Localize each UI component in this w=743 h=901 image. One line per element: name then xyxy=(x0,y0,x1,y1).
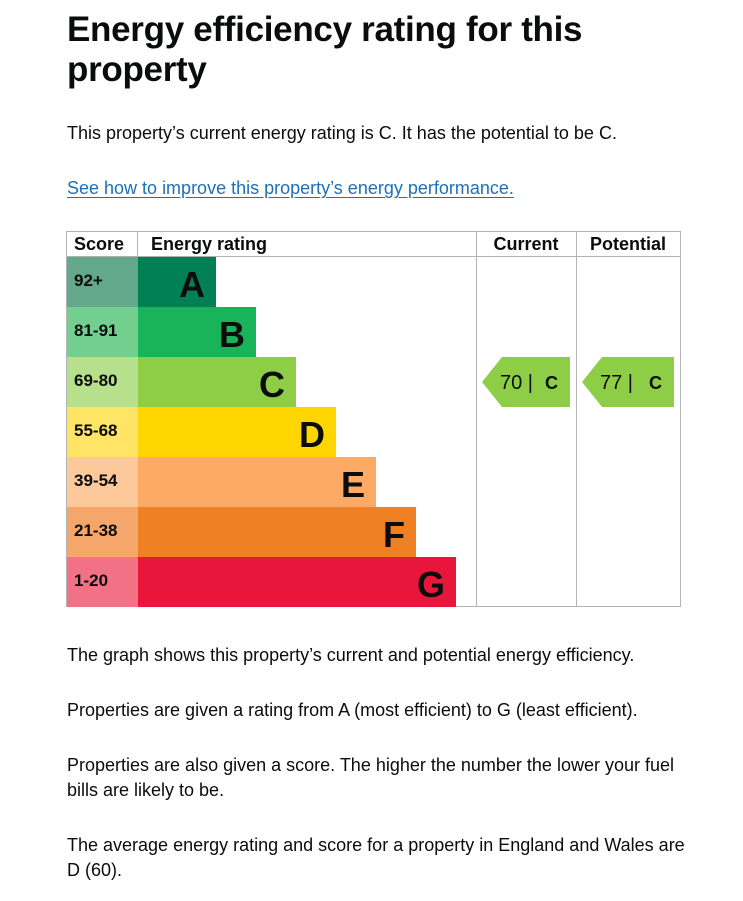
band-bar-g xyxy=(138,557,456,607)
current-rating-summary: This property’s current energy rating is… xyxy=(67,123,617,143)
current-band-letter: C xyxy=(545,373,558,393)
note-graph-explanation: The graph shows this property’s current … xyxy=(67,645,635,665)
band-bar-a xyxy=(138,257,216,307)
band-bar-b xyxy=(138,307,256,357)
score-label-d: 55-68 xyxy=(74,421,117,440)
header-score: Score xyxy=(74,234,124,254)
score-label-e: 39-54 xyxy=(74,471,118,490)
band-bar-d xyxy=(138,407,336,457)
current-score-label: 70 | xyxy=(500,372,533,394)
score-cell-b xyxy=(67,307,138,357)
score-cell-a xyxy=(67,257,138,307)
header-current: Current xyxy=(493,234,558,254)
score-cell-c xyxy=(67,357,138,407)
header-energy-rating: Energy rating xyxy=(151,234,267,254)
energy-rating-chart: Score Energy rating Current Potential 92+ A 81… xyxy=(66,231,681,607)
potential-rating-arrow xyxy=(582,357,674,407)
note-average-rating: The average energy rating and score for … xyxy=(67,835,685,880)
band-letter-e: E xyxy=(341,464,365,505)
header-potential: Potential xyxy=(590,234,666,254)
score-label-g: 1-20 xyxy=(74,571,108,590)
score-cell-e xyxy=(67,457,138,507)
score-cell-f xyxy=(67,507,138,557)
band-letter-g: G xyxy=(417,564,445,605)
potential-band-letter: C xyxy=(649,373,662,393)
band-letter-d: D xyxy=(299,414,325,455)
score-label-a: 92+ xyxy=(74,271,103,290)
improve-performance-link[interactable]: See how to improve this property’s energ… xyxy=(67,178,514,198)
score-cell-g xyxy=(67,557,138,607)
potential-score-label: 77 | xyxy=(600,372,633,394)
note-score-meaning: Properties are also given a score. The h… xyxy=(67,755,674,800)
band-letter-a: A xyxy=(179,264,205,305)
band-bar-e xyxy=(138,457,376,507)
band-letter-c: C xyxy=(259,364,285,405)
band-letter-f: F xyxy=(383,514,405,555)
score-label-b: 81-91 xyxy=(74,321,117,340)
score-label-f: 21-38 xyxy=(74,521,117,540)
band-bar-f xyxy=(138,507,416,557)
page-title: Energy efficiency rating for this proper… xyxy=(67,10,583,89)
score-cell-d xyxy=(67,407,138,457)
score-label-c: 69-80 xyxy=(74,371,117,390)
band-letter-b: B xyxy=(219,314,245,355)
band-bar-c xyxy=(138,357,296,407)
note-rating-scale: Properties are given a rating from A (mo… xyxy=(67,700,638,720)
current-rating-arrow xyxy=(482,357,570,407)
